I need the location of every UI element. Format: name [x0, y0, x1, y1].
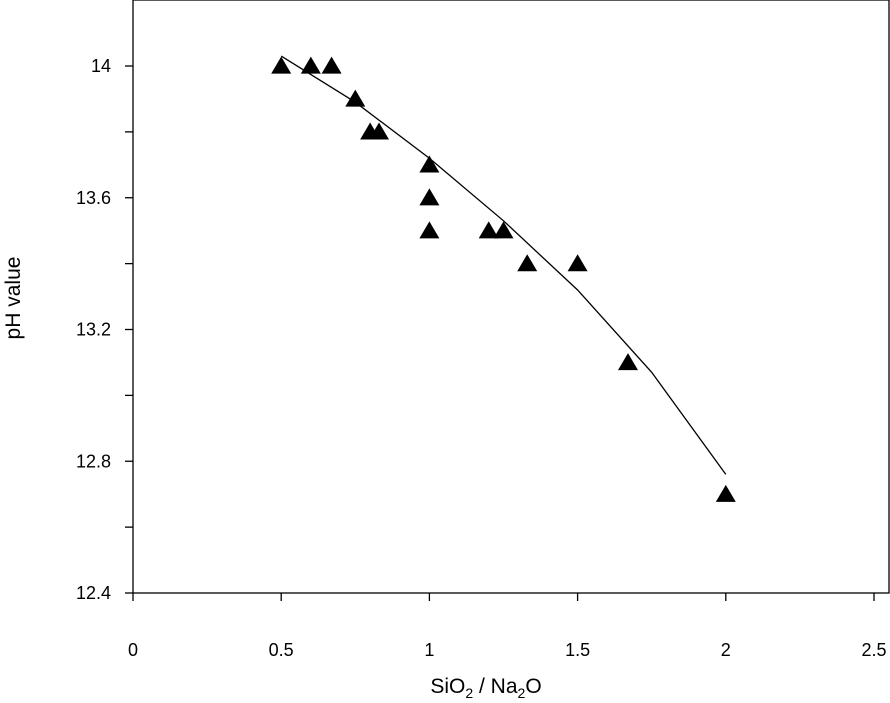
y-tick-label: 13.6 [76, 188, 111, 208]
data-point-triangle [567, 254, 588, 272]
x-axis-title-part-b: O [525, 675, 541, 698]
data-point-triangle [493, 221, 514, 239]
data-point-triangle [419, 155, 440, 173]
data-point-triangle [419, 188, 440, 206]
x-tick-label: 0 [128, 640, 138, 660]
x-tick-label: 1 [424, 640, 434, 660]
trend-line [280, 55, 727, 475]
x-axis-title-separator: / Na [473, 675, 518, 698]
y-tick-label: 12.4 [76, 583, 111, 603]
x-axis-title-sub-a: 2 [465, 685, 473, 701]
data-point-triangle [715, 484, 736, 502]
data-point-triangle [478, 221, 499, 239]
trend-line-group [280, 55, 727, 475]
data-point-triangle [369, 122, 390, 140]
data-point-triangle [419, 221, 440, 239]
x-axis-ticks: 0 0.5 1 1.5 2 2.5 [128, 593, 887, 660]
x-axis-title: SiO2 / Na2O [430, 675, 541, 701]
y-tick-label: 12.8 [76, 451, 111, 471]
data-point-triangle [517, 254, 538, 272]
data-point-triangle [300, 56, 321, 74]
x-axis-title-part-a: SiO [430, 675, 465, 698]
x-tick-label: 2.5 [861, 640, 886, 660]
data-point-triangle [345, 89, 366, 107]
plot-frame [132, 0, 890, 594]
data-point-triangle [617, 353, 638, 371]
x-axis-title-sub-b: 2 [518, 685, 526, 701]
y-axis-title: pH value [2, 257, 25, 340]
data-point-triangle [271, 56, 292, 74]
x-tick-label: 2 [721, 640, 731, 660]
y-tick-label: 13.2 [76, 320, 111, 340]
data-point-triangle [321, 56, 342, 74]
data-points [271, 56, 736, 502]
x-tick-label: 0.5 [269, 640, 294, 660]
y-axis-ticks: 12.4 12.8 13.2 13.6 14 [76, 56, 133, 603]
x-tick-label: 1.5 [565, 640, 590, 660]
y-tick-label: 14 [91, 56, 111, 76]
